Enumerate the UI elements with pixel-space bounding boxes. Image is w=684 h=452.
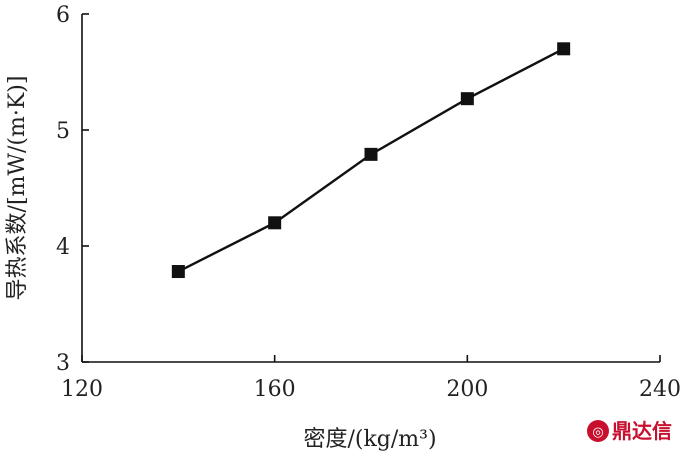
x-tick-label: 240 [639, 377, 681, 402]
series-group [171, 42, 571, 279]
data-point [460, 92, 474, 106]
y-tick-label: 6 [56, 3, 70, 28]
y-axis-title: 导热系数/[mW/(m·K)] [5, 76, 30, 301]
y-tick-label: 4 [56, 235, 70, 260]
x-axis-title: 密度/(kg/m³) [303, 427, 436, 452]
watermark-emblem-icon [587, 420, 609, 442]
watermark-emblem-glyph-icon: ◎ [592, 425, 603, 440]
tick-group: 120 160 200 240 3 4 5 6 [56, 3, 681, 402]
watermark-text: 鼎达信 [612, 419, 672, 443]
data-point [268, 216, 282, 230]
y-tick-label: 5 [56, 119, 70, 144]
x-tick-label: 200 [446, 377, 488, 402]
data-point [557, 42, 571, 56]
data-point [364, 147, 378, 161]
data-point [171, 265, 185, 279]
y-tick-label: 3 [56, 351, 70, 376]
x-tick-label: 120 [61, 377, 103, 402]
x-tick-label: 160 [254, 377, 296, 402]
axes [81, 14, 660, 363]
watermark-logo: ◎ 鼎达信 [587, 419, 672, 443]
